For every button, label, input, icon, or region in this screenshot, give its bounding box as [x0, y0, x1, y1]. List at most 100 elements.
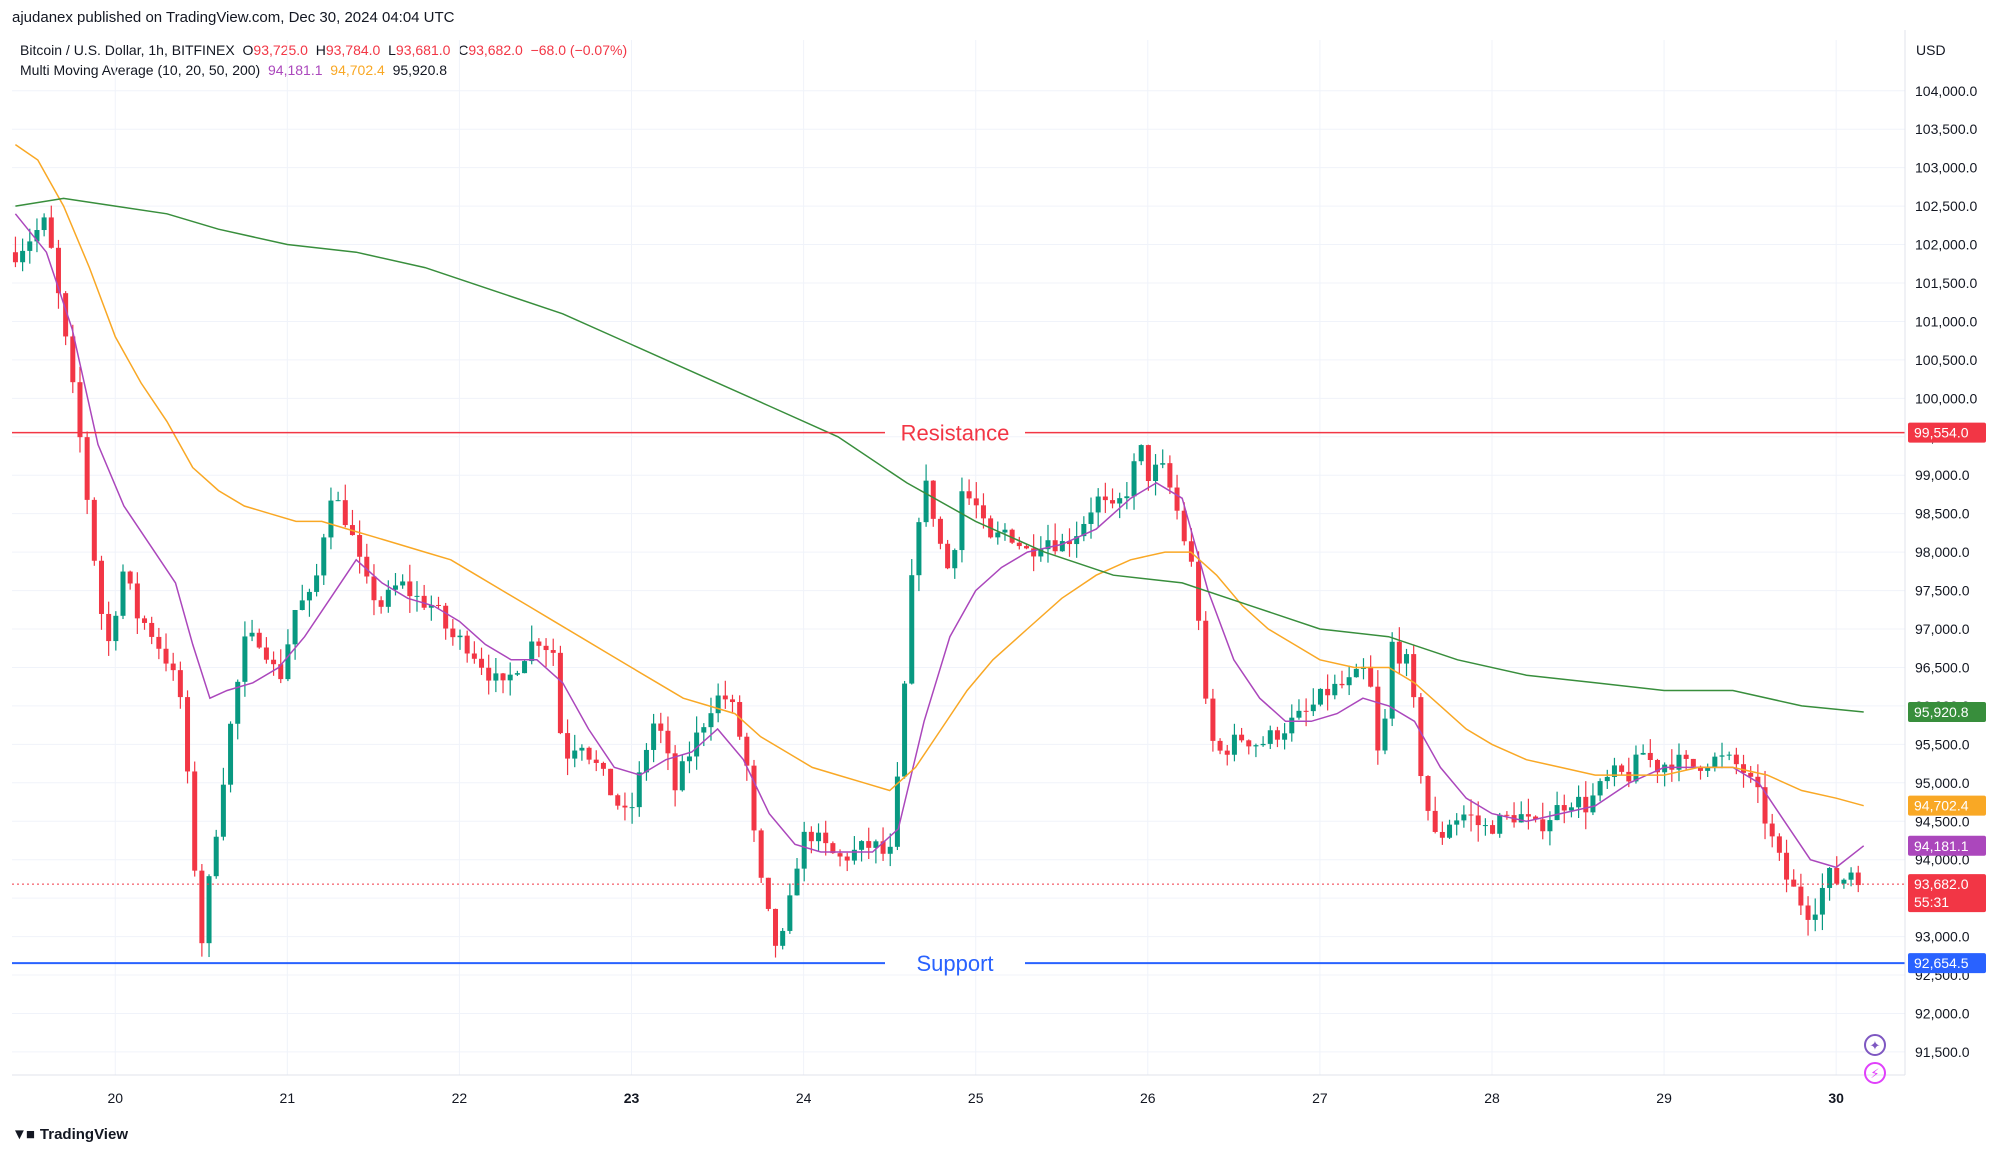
candle-body-56 — [414, 595, 420, 597]
candle-body-6 — [55, 247, 61, 294]
candle-175 — [1267, 725, 1273, 750]
price-tick-label: 95,000.0 — [1915, 775, 1970, 791]
candle-83 — [608, 768, 614, 796]
candle-94 — [686, 741, 692, 774]
candle-159 — [1153, 454, 1159, 496]
last-price-tag-countdown: 55:31 — [1914, 894, 1949, 910]
candle-body-208 — [1504, 814, 1510, 816]
time-axis[interactable]: 20 21 22 23 24 25 26 27 28 29 30 — [12, 1074, 1905, 1106]
candle-body-98 — [715, 695, 721, 714]
ma10-value: 94,181.1 — [268, 62, 323, 78]
tradingview-brand[interactable]: ▼■ TradingView — [12, 1126, 128, 1143]
candle-79 — [579, 744, 585, 761]
candle-51 — [378, 596, 384, 614]
candle-body-233 — [1683, 754, 1689, 759]
price-axis-tags: 99,554.0 92,654.5 95,920.8 94,702.4 94,181.1… — [1908, 422, 1986, 974]
time-tick-label: 24 — [796, 1090, 812, 1106]
candle-body-175 — [1267, 730, 1273, 744]
candle-108 — [787, 883, 793, 934]
candle-body-105 — [765, 877, 771, 909]
candle-body-70 — [514, 673, 520, 675]
candle-body-229 — [1654, 759, 1660, 773]
candle-body-206 — [1490, 825, 1496, 834]
candle-26 — [199, 864, 205, 957]
candle-29 — [220, 767, 226, 841]
candle-181 — [1310, 688, 1316, 717]
candle-body-167 — [1210, 698, 1216, 741]
close-value: 93,682.0 — [468, 42, 523, 58]
candle-100 — [729, 694, 735, 714]
high-label: H — [315, 42, 326, 58]
candle-body-215 — [1554, 805, 1560, 821]
ma-indicator-title[interactable]: Multi Moving Average (10, 20, 50, 200) — [20, 62, 261, 78]
candle-75 — [550, 638, 556, 666]
ma-price-tag-1-text: 94,702.4 — [1914, 798, 1969, 814]
candle-body-176 — [1274, 730, 1280, 740]
candle-body-252 — [1819, 887, 1825, 915]
candle-166 — [1203, 611, 1209, 704]
candle-body-164 — [1188, 541, 1194, 562]
brand-name: TradingView — [39, 1126, 128, 1143]
candle-182 — [1317, 688, 1323, 707]
candle-91 — [665, 716, 671, 771]
symbol-title[interactable]: Bitcoin / U.S. Dollar, 1h, BITFINEX — [20, 42, 235, 58]
candle-86 — [629, 792, 635, 824]
candle-196 — [1418, 693, 1424, 784]
candle-144 — [1045, 524, 1051, 563]
candle-199 — [1439, 821, 1445, 845]
candle-body-237 — [1712, 756, 1718, 768]
candle-body-106 — [773, 908, 779, 946]
price-tick-label: 104,000.0 — [1915, 83, 1977, 99]
candle-122 — [887, 833, 893, 867]
candle-body-225 — [1626, 771, 1632, 782]
candle-193 — [1396, 627, 1402, 675]
candle-85 — [622, 792, 628, 821]
candle-15 — [120, 564, 126, 620]
candle-body-181 — [1310, 704, 1316, 712]
ma20-value: 94,702.4 — [330, 62, 385, 78]
candle-158 — [1145, 444, 1151, 491]
candle-152 — [1102, 482, 1108, 513]
candle-5 — [48, 205, 54, 249]
candle-43 — [321, 533, 327, 585]
candle-13 — [106, 601, 112, 656]
candle-113 — [823, 820, 829, 856]
candle-116 — [844, 852, 850, 872]
candle-156 — [1131, 453, 1137, 510]
candle-body-146 — [1059, 541, 1065, 552]
candle-246 — [1776, 833, 1782, 861]
candle-135 — [980, 493, 986, 529]
candle-54 — [400, 574, 406, 589]
candle-224 — [1619, 763, 1625, 775]
candle-body-207 — [1497, 814, 1503, 834]
candle-6 — [55, 239, 61, 309]
candle-50 — [371, 564, 377, 616]
candle-106 — [773, 908, 779, 958]
ma-price-tag-0-bg — [1908, 701, 1986, 722]
candle-body-239 — [1726, 754, 1732, 756]
candle-body-148 — [1074, 536, 1080, 545]
candle-48 — [357, 520, 363, 574]
candle-body-7 — [63, 293, 69, 337]
candle-153 — [1110, 488, 1116, 509]
candle-body-142 — [1031, 548, 1037, 557]
candle-body-228 — [1647, 752, 1653, 760]
ma-legend-row: Multi Moving Average (10, 20, 50, 200) 9… — [20, 60, 627, 80]
price-axis[interactable]: USD91,500.092,000.092,500.093,000.093,50… — [1904, 30, 1977, 1075]
candle-body-52 — [385, 589, 391, 607]
candle-body-60 — [443, 605, 449, 629]
price-tick-label: 101,000.0 — [1915, 313, 1977, 329]
candle-123 — [894, 762, 900, 851]
candle-170 — [1231, 723, 1237, 762]
candle-247 — [1784, 839, 1790, 893]
candle-154 — [1117, 492, 1123, 519]
candle-173 — [1253, 743, 1259, 758]
candle-134 — [973, 482, 979, 519]
candle-214 — [1547, 811, 1553, 846]
candle-body-11 — [91, 499, 97, 561]
candle-89 — [651, 713, 657, 763]
candle-228 — [1647, 739, 1653, 768]
candle-232 — [1676, 743, 1682, 782]
candle-20 — [156, 627, 162, 660]
